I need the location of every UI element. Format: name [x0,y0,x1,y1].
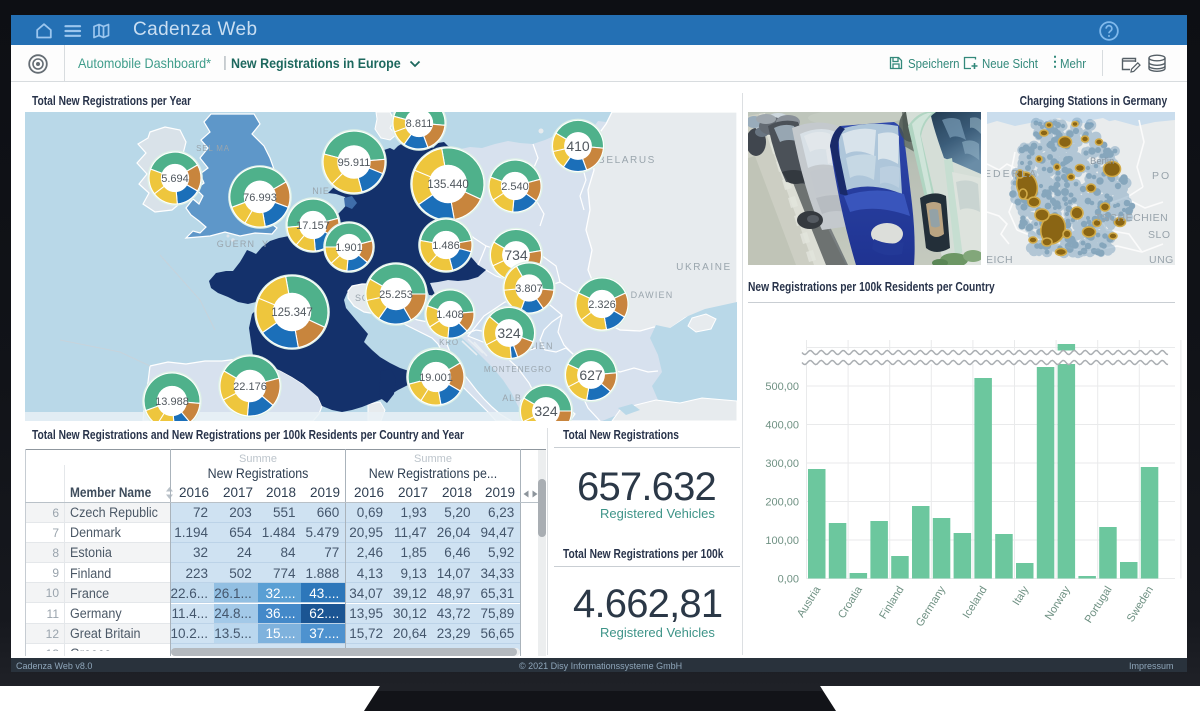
svg-text:100,00: 100,00 [765,535,799,547]
svg-text:PO: PO [1152,170,1171,182]
svg-text:400,00: 400,00 [765,420,799,432]
svg-text:5.694: 5.694 [161,173,189,185]
svg-text:EDERLA: EDERLA [987,168,1038,180]
svg-text:MONTENEGRO: MONTENEGRO [484,365,552,374]
svg-text:UKRAINE: UKRAINE [676,262,732,273]
svg-text:17.157: 17.157 [296,220,330,232]
svg-text:Germany: Germany [914,584,948,629]
svg-text:Iceland: Iceland [961,584,990,620]
svg-text:GUERN: GUERN [217,239,256,249]
svg-text:UNG: UNG [1149,254,1174,265]
svg-text:76.993: 76.993 [243,192,277,204]
svg-text:324: 324 [497,325,521,341]
svg-text:8.811: 8.811 [406,118,433,130]
svg-text:125.347: 125.347 [271,307,313,319]
svg-text:1.408: 1.408 [436,309,464,321]
svg-text:Y: Y [262,239,268,249]
svg-text:3.807: 3.807 [515,283,543,295]
svg-text:Austria: Austria [795,583,824,619]
svg-text:EICH: EICH [987,254,1013,265]
svg-text:Sweden: Sweden [1125,584,1156,624]
svg-text:500,00: 500,00 [765,381,799,393]
svg-text:200,00: 200,00 [765,497,799,509]
svg-text:135.440: 135.440 [427,179,469,191]
svg-text:Italy: Italy [1010,584,1031,608]
svg-text:627: 627 [579,367,603,383]
svg-text:SLO: SLO [1148,229,1171,241]
svg-text:RBIEN: RBIEN [520,341,554,351]
svg-text:SEL MA: SEL MA [196,144,230,153]
svg-text:1.486: 1.486 [432,240,460,252]
svg-text:2.326: 2.326 [588,299,616,311]
svg-text:25.253: 25.253 [379,289,413,301]
svg-text:Croatia: Croatia [836,583,865,620]
svg-text:TSCHECHIEN: TSCHECHIEN [1095,212,1168,224]
svg-text:BELARUS: BELARUS [598,155,656,166]
svg-text:SC: SC [355,293,369,303]
svg-text:300,00: 300,00 [765,458,799,470]
svg-text:DAWIEN: DAWIEN [631,290,674,300]
svg-text:324: 324 [534,403,558,419]
svg-text:1.901: 1.901 [335,242,363,254]
svg-text:410: 410 [566,138,590,154]
svg-text:19.001: 19.001 [419,372,453,384]
svg-text:734: 734 [504,247,528,263]
svg-text:Berlin: Berlin [1090,156,1114,167]
svg-text:Portugal: Portugal [1083,584,1115,625]
svg-text:13.988: 13.988 [155,396,189,408]
svg-text:95.911: 95.911 [338,157,371,169]
svg-text:Norway: Norway [1043,584,1073,622]
svg-text:KRO: KRO [439,338,459,347]
svg-text:NIE: NIE [312,186,329,196]
svg-text:ALB: ALB [502,393,521,403]
svg-text:0,00: 0,00 [778,574,799,586]
svg-text:Finland: Finland [877,584,906,621]
svg-text:22.176: 22.176 [233,381,267,393]
svg-text:2.540: 2.540 [501,181,529,193]
